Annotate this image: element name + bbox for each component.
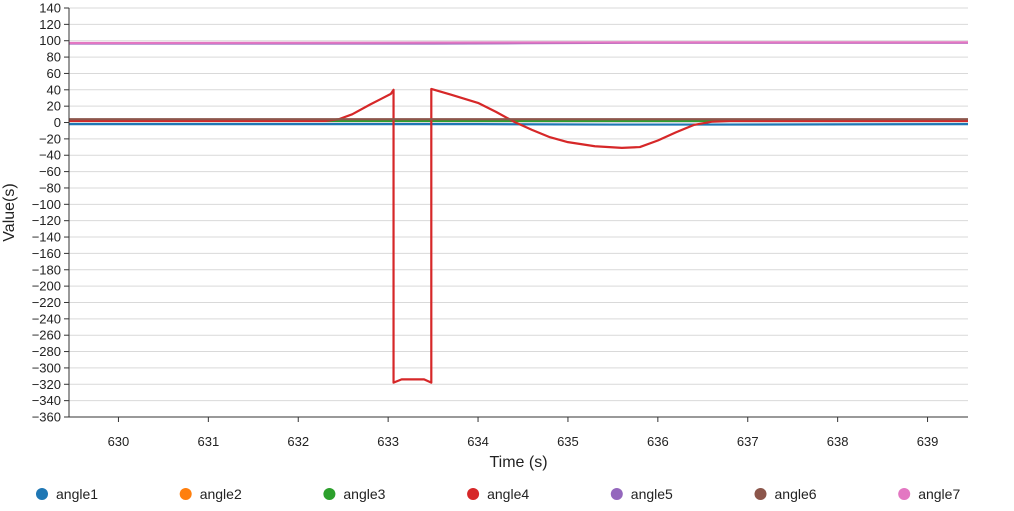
grid-lines	[69, 8, 968, 417]
legend: angle1 angle2 angle3 angle4 angle5 angle6 angl…	[36, 486, 960, 502]
y-tick-label: 0	[54, 115, 61, 130]
y-tick-label: −160	[32, 246, 61, 261]
x-tick-label: 630	[108, 434, 130, 449]
y-tick-label: −80	[39, 180, 61, 195]
y-tick-label: 100	[39, 33, 61, 48]
series-lines	[69, 42, 968, 382]
y-tick-label: −360	[32, 410, 61, 425]
x-tick-label: 637	[737, 434, 759, 449]
legend-label: angle7	[918, 486, 960, 502]
x-tick-label: 638	[827, 434, 849, 449]
y-tick-label: −240	[32, 311, 61, 326]
x-tick-label: 634	[467, 434, 489, 449]
legend-marker	[36, 488, 48, 500]
x-tick-label: 635	[557, 434, 579, 449]
x-tick-label: 636	[647, 434, 669, 449]
legend-item-angle3[interactable]: angle3	[323, 486, 385, 502]
series-line-angle7	[69, 42, 968, 43]
legend-label: angle2	[200, 486, 242, 502]
legend-item-angle6[interactable]: angle6	[755, 486, 817, 502]
y-tick-label: 120	[39, 17, 61, 32]
series-line-angle4	[69, 89, 968, 383]
y-tick-label: −280	[32, 344, 61, 359]
legend-item-angle1[interactable]: angle1	[36, 486, 98, 502]
y-tick-label: 140	[39, 1, 61, 16]
legend-label: angle1	[56, 486, 98, 502]
y-tick-label: 20	[47, 99, 61, 114]
y-axis-title: Value(s)	[1, 183, 18, 241]
x-tick-label: 632	[287, 434, 309, 449]
y-tick-label: −300	[32, 360, 61, 375]
y-tick-label: −40	[39, 148, 61, 163]
legend-marker	[611, 488, 623, 500]
legend-marker	[755, 488, 767, 500]
y-tick-label: −140	[32, 230, 61, 245]
legend-label: angle5	[631, 486, 673, 502]
x-axis-title: Time (s)	[489, 454, 547, 471]
legend-marker	[180, 488, 192, 500]
legend-item-angle5[interactable]: angle5	[611, 486, 673, 502]
y-tick-label: −260	[32, 328, 61, 343]
legend-item-angle2[interactable]: angle2	[180, 486, 242, 502]
y-tick-label: −60	[39, 164, 61, 179]
x-tick-label: 631	[197, 434, 219, 449]
y-tick-label: −120	[32, 213, 61, 228]
y-tick-label: −340	[32, 393, 61, 408]
legend-label: angle3	[343, 486, 385, 502]
y-tick-label: 80	[47, 50, 61, 65]
y-tick-label: 40	[47, 82, 61, 97]
y-tick-label: −220	[32, 295, 61, 310]
y-tick-label: −20	[39, 131, 61, 146]
x-tick-label: 633	[377, 434, 399, 449]
legend-marker	[898, 488, 910, 500]
y-tick-label: −100	[32, 197, 61, 212]
legend-label: angle4	[487, 486, 529, 502]
legend-item-angle4[interactable]: angle4	[467, 486, 529, 502]
y-tick-label: −180	[32, 262, 61, 277]
y-tick-label: −320	[32, 377, 61, 392]
legend-marker	[323, 488, 335, 500]
legend-marker	[467, 488, 479, 500]
y-tick-label: −200	[32, 279, 61, 294]
legend-item-angle7[interactable]: angle7	[898, 486, 960, 502]
legend-label: angle6	[775, 486, 817, 502]
x-tick-label: 639	[917, 434, 939, 449]
x-tick-labels: 630 631 632 633 634 635 636 637 638 639	[108, 417, 939, 449]
axes	[69, 8, 968, 417]
y-tick-label: 60	[47, 66, 61, 81]
